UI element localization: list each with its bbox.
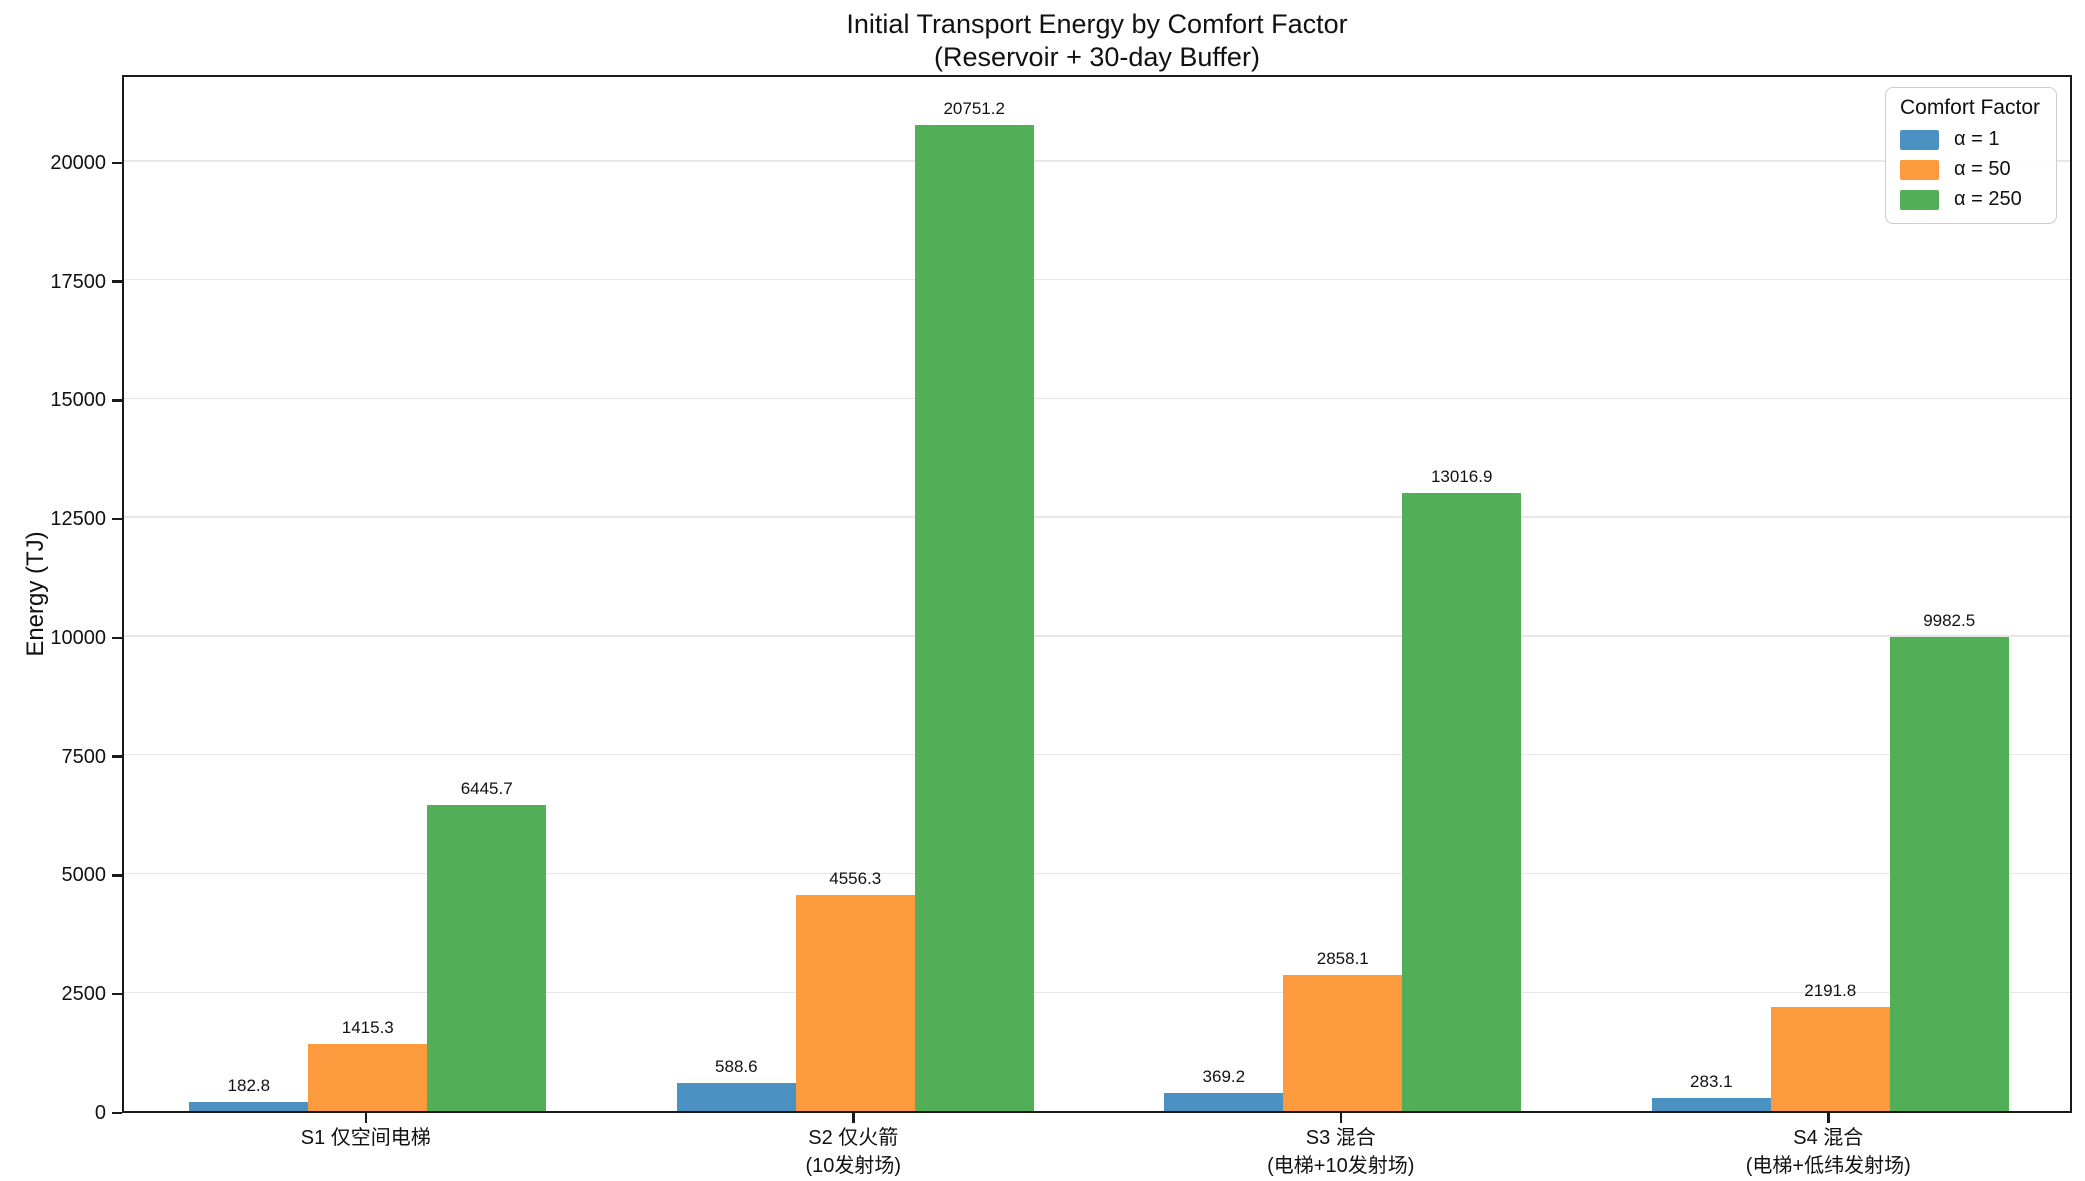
chart-title-line2: (Reservoir + 30-day Buffer): [934, 42, 1260, 72]
bar-slot: 4556.3: [795, 869, 915, 1111]
y-tick-mark: [112, 280, 122, 283]
bar-slot: 2191.8: [1770, 981, 1890, 1111]
y-tick-mark: [112, 399, 122, 402]
y-tick-label: 12500: [50, 508, 106, 531]
bar-slot: 2858.1: [1283, 949, 1403, 1111]
bar-slot: 1415.3: [308, 1018, 428, 1111]
gridline: [124, 753, 2070, 756]
bar-group: 283.1 2191.8 9982.5: [1587, 77, 2075, 1111]
x-tick-mark: [364, 1113, 367, 1123]
bar-group: 369.2 2858.1 13016.9: [1099, 77, 1587, 1111]
bar-value-label: 588.6: [715, 1057, 758, 1077]
bar: [795, 894, 915, 1111]
x-tick-label-line: S3 混合: [1305, 1127, 1376, 1149]
y-tick-mark: [112, 992, 122, 996]
chart-title-line1: Initial Transport Energy by Comfort Fact…: [846, 9, 1348, 39]
bar-value-label: 6445.7: [460, 778, 513, 798]
legend-swatch: [1899, 189, 1939, 210]
gridline: [124, 397, 2070, 400]
x-tick-label: S3 混合 (电梯+10发射场): [1097, 1124, 1585, 1180]
y-tick-label: 17500: [50, 270, 106, 293]
bar-slot: 182.8: [189, 1076, 309, 1111]
bar: [189, 1102, 309, 1111]
y-tick-label: 0: [94, 1102, 106, 1124]
bar-group: 588.6 4556.3 20751.2: [612, 77, 1100, 1111]
bar-value-label: 1415.3: [341, 1017, 394, 1037]
bar: [308, 1043, 428, 1111]
legend-entries: α = 1 α = 50 α = 250: [1899, 128, 2040, 211]
bar-slot: 369.2: [1164, 1067, 1284, 1111]
legend-label: α = 50: [1953, 158, 2011, 180]
y-tick-label: 7500: [61, 745, 107, 768]
bar-value-label: 13016.9: [1430, 466, 1493, 486]
x-tick-label-line: S1 仅空间电梯: [300, 1127, 431, 1149]
gridline: [124, 516, 2070, 518]
bar-slot: 13016.9: [1402, 467, 1522, 1111]
legend-swatch: [1899, 129, 1939, 150]
bar-value-label: 283.1: [1690, 1071, 1733, 1091]
y-tick-label: 20000: [50, 151, 106, 174]
x-tick-label-line: (10发射场): [805, 1155, 902, 1177]
bar: [1889, 636, 2009, 1111]
legend-title: Comfort Factor: [1899, 96, 2040, 119]
bar: [1770, 1006, 1890, 1111]
bar: [676, 1083, 796, 1111]
x-tick-label: S2 仅火箭 (10发射场): [610, 1124, 1098, 1180]
x-tick-label-line: (电梯+低纬发射场): [1745, 1155, 1911, 1177]
bar-slot: 283.1: [1651, 1072, 1771, 1111]
y-tick-label: 10000: [50, 626, 106, 649]
bar: [1651, 1097, 1771, 1111]
gridline: [124, 160, 2070, 162]
x-tick-label-line: S2 仅火箭: [808, 1127, 899, 1149]
bar-slot: 20751.2: [914, 99, 1034, 1111]
legend: Comfort Factor α = 1 α = 50 α = 250: [1884, 87, 2057, 224]
bar-group: 182.8 1415.3 6445.7: [124, 77, 612, 1111]
bar-value-label: 369.2: [1202, 1067, 1246, 1087]
bar: [1164, 1093, 1284, 1111]
y-tick-mark: [112, 755, 122, 758]
legend-label: α = 250: [1953, 188, 2022, 210]
bar: [1283, 975, 1403, 1111]
x-tick-mark: [1827, 1113, 1830, 1123]
bar-slot: 9982.5: [1889, 611, 2009, 1111]
legend-swatch: [1899, 159, 1939, 180]
bar-value-label: 9982.5: [1923, 610, 1976, 630]
bar-slot: 588.6: [676, 1057, 796, 1111]
y-tick-label: 5000: [61, 864, 107, 887]
y-tick-mark: [112, 161, 122, 165]
x-tick-label: S1 仅空间电梯: [122, 1124, 610, 1152]
bar-value-label: 182.8: [227, 1076, 271, 1096]
gridline: [124, 278, 2070, 281]
y-tick-mark: [112, 636, 122, 640]
legend-entry: α = 50: [1899, 158, 2040, 181]
y-tick-mark: [112, 517, 122, 521]
y-tick-mark: [112, 1111, 122, 1115]
bar: [427, 804, 547, 1111]
legend-label: α = 1: [1953, 128, 2000, 150]
bar-value-label: 20751.2: [943, 99, 1005, 119]
x-tick-label: S4 混合 (电梯+低纬发射场): [1585, 1124, 2073, 1180]
gridline: [124, 991, 2070, 993]
bar: [1402, 492, 1522, 1111]
gridline: [124, 872, 2070, 875]
x-tick-label-line: S4 混合: [1793, 1127, 1864, 1149]
gridline: [124, 635, 2070, 637]
y-tick-mark: [112, 874, 122, 877]
bar-value-label: 4556.3: [829, 868, 882, 888]
bar-value-label: 2858.1: [1316, 949, 1369, 969]
bar-slot: 6445.7: [427, 779, 547, 1111]
bar: [914, 125, 1034, 1111]
chart-title: Initial Transport Energy by Comfort Fact…: [122, 8, 2072, 74]
legend-entry: α = 250: [1899, 188, 2040, 211]
plot-area: 182.8 1415.3 6445.7 588.6 4556.3 20751.2 369.2…: [122, 75, 2072, 1113]
y-tick-label: 15000: [50, 389, 106, 412]
y-tick-label: 2500: [61, 983, 107, 1006]
bar-value-label: 2191.8: [1804, 980, 1857, 1000]
x-tick-mark: [852, 1113, 855, 1123]
legend-entry: α = 1: [1899, 128, 2040, 151]
x-tick-label-line: (电梯+10发射场): [1267, 1155, 1415, 1177]
x-tick-mark: [1339, 1113, 1342, 1123]
